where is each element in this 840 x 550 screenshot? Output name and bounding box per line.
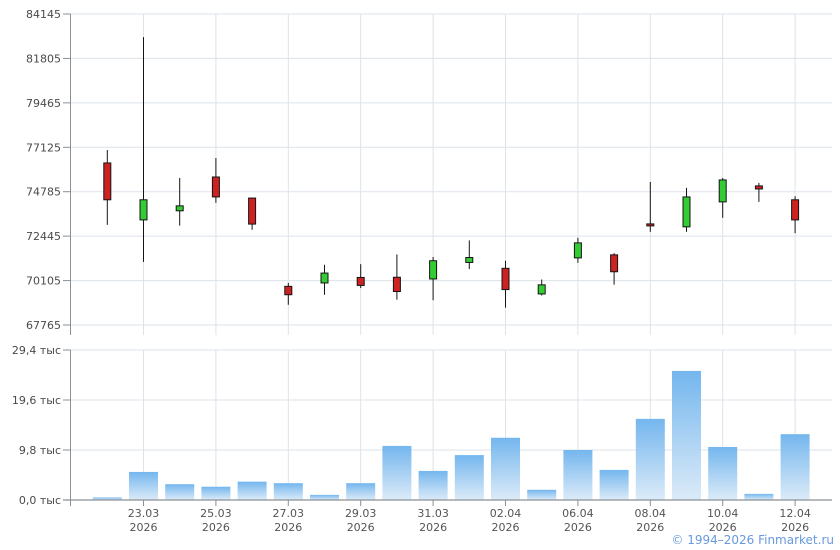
price-tick-label: 72445 [26, 230, 61, 243]
volume-tick-label: 19,6 тыс [12, 394, 61, 407]
volume-bar [310, 494, 339, 500]
volume-bar [237, 481, 267, 500]
candle-down [356, 276, 365, 286]
candle-up [465, 257, 474, 263]
candle-down [211, 176, 220, 198]
date-year-label: 2026 [347, 521, 375, 534]
volume-bar [744, 493, 774, 500]
candle-down [392, 276, 401, 292]
copyright-link[interactable]: © 1994–2026 Finmarket.ru [671, 533, 834, 547]
date-year-label: 2026 [274, 521, 302, 534]
volume-bar [635, 418, 665, 500]
volume-bar [346, 483, 376, 500]
volume-bar [382, 445, 412, 500]
price-tick-label: 77125 [26, 141, 61, 154]
candle-up [718, 179, 727, 203]
candle-up [320, 272, 329, 284]
candle-down [754, 185, 763, 190]
date-label: 23.03 [128, 507, 160, 520]
candle-down [610, 254, 619, 273]
candle-down [103, 162, 112, 201]
date-label: 27.03 [273, 507, 305, 520]
candle-down [646, 223, 655, 227]
date-year-label: 2026 [202, 521, 230, 534]
price-tick-label: 81805 [26, 52, 61, 65]
volume-bar [418, 470, 448, 500]
volume-bar [129, 471, 158, 500]
candle-up [537, 284, 546, 295]
date-label: 29.03 [345, 507, 377, 520]
date-year-label: 2026 [636, 521, 664, 534]
date-label: 12.04 [779, 507, 811, 520]
date-year-label: 2026 [419, 521, 447, 534]
date-year-label: 2026 [709, 521, 737, 534]
price-tick-label: 67765 [26, 319, 61, 332]
date-label: 10.04 [707, 507, 739, 520]
volume-tick-label: 9,8 тыс [19, 444, 61, 457]
date-label: 25.03 [200, 507, 232, 520]
date-year-label: 2026 [130, 521, 158, 534]
date-label: 02.04 [490, 507, 522, 520]
candle-up [682, 196, 691, 228]
volume-bar [563, 450, 593, 500]
volume-bar [708, 446, 738, 500]
candle-down [284, 285, 293, 296]
volume-bar [165, 484, 195, 500]
volume-bar [92, 497, 122, 500]
volume-bar [491, 437, 520, 500]
date-year-label: 2026 [492, 521, 520, 534]
price-tick-label: 84145 [26, 8, 61, 21]
date-year-label: 2026 [564, 521, 592, 534]
price-tick-label: 70105 [26, 275, 61, 288]
volume-bar [780, 434, 810, 500]
volume-bar [454, 455, 484, 500]
candle-up [429, 260, 438, 280]
price-tick-label: 79465 [26, 97, 61, 110]
volume-bar [527, 489, 557, 500]
candle-down [791, 199, 800, 221]
date-label: 06.04 [562, 507, 594, 520]
volume-bar [201, 486, 231, 500]
candle-up [139, 199, 148, 221]
volume-bar [273, 483, 303, 500]
date-label: 31.03 [417, 507, 449, 520]
volume-tick-label: 29,4 тыс [12, 344, 61, 357]
volume-bar [599, 469, 629, 500]
date-label: 08.04 [635, 507, 667, 520]
candle-down [501, 267, 510, 291]
candle-down [248, 197, 257, 225]
candle-up [573, 242, 582, 259]
volume-tick-label: 0,0 тыс [19, 494, 61, 507]
date-year-label: 2026 [781, 521, 809, 534]
volume-bar [672, 370, 701, 500]
candle-up [175, 205, 184, 212]
price-tick-label: 74785 [26, 186, 61, 199]
